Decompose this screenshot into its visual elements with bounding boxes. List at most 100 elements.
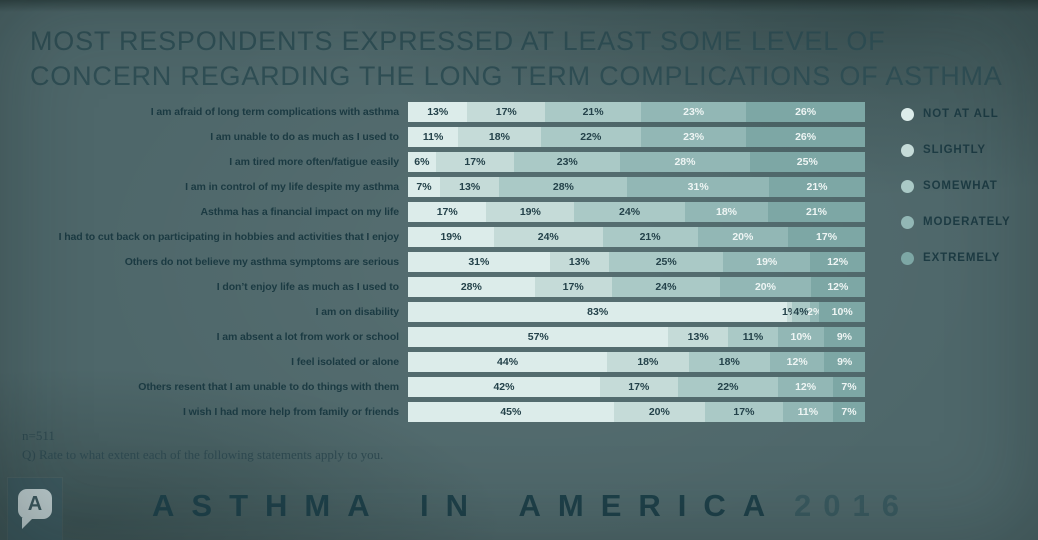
category-label-text: I am unable to do as much as I used to	[210, 131, 399, 143]
segment-value: 31%	[468, 256, 490, 268]
segment-value: 44%	[497, 356, 519, 368]
bar-segment: 4%	[791, 302, 811, 322]
page-title-line-1: MOST RESPONDENTS EXPRESSED AT LEAST SOME…	[30, 26, 886, 56]
category-label: Others do not believe my asthma symptoms…	[0, 252, 408, 272]
segment-value: 12%	[795, 381, 817, 393]
bar-segment: 26%	[746, 102, 865, 122]
segment-value: 83%	[587, 306, 609, 318]
segment-value: 21%	[582, 106, 604, 118]
segment-value: 7%	[841, 406, 857, 418]
bar-segment: 11%	[782, 402, 834, 422]
segment-value: 20%	[648, 406, 670, 418]
segment-value: 17%	[562, 281, 584, 293]
stacked-bar: 28% 17% 24% 20% 12%	[408, 277, 865, 297]
category-label: I am in control of my life despite my as…	[0, 177, 408, 197]
segment-value: 28%	[674, 156, 696, 168]
chart-row: I am in control of my life despite my as…	[0, 177, 870, 197]
legend-swatch-icon	[901, 143, 914, 157]
bar-segment: 12%	[810, 252, 865, 272]
segment-value: 31%	[687, 181, 709, 193]
segment-value: 13%	[459, 181, 481, 193]
bar-segment: 17%	[435, 152, 515, 172]
segment-value: 6%	[414, 156, 430, 168]
bar-segment: 13%	[408, 102, 468, 122]
bar-segment: 2%	[807, 302, 823, 322]
bar-segment: 13%	[549, 252, 610, 272]
bar-segment: 22%	[677, 377, 779, 397]
bar-segment: 31%	[408, 252, 550, 272]
segment-value: 17%	[816, 231, 838, 243]
segment-value: 18%	[637, 356, 659, 368]
bar-segment: 28%	[499, 177, 628, 197]
segment-value: 2%	[807, 306, 823, 318]
bar-segment: 18%	[458, 127, 541, 147]
bar-segment: 26%	[746, 127, 865, 147]
segment-value: 21%	[639, 231, 661, 243]
chart-row: I am afraid of long term complications w…	[0, 102, 870, 122]
legend-item: SLIGHTLY	[901, 143, 1011, 157]
segment-value: 28%	[552, 181, 574, 193]
bar-segment: 18%	[684, 202, 769, 222]
stacked-bar: 11% 18% 22% 23% 26%	[408, 127, 865, 147]
bar-segment: 21%	[768, 202, 865, 222]
category-label-text: Others resent that I am unable to do thi…	[138, 381, 399, 393]
category-label: I don’t enjoy life as much as I used to	[0, 277, 408, 297]
chart-row: I am absent a lot from work or school 57%…	[0, 327, 870, 347]
segment-value: 23%	[683, 106, 705, 118]
bar-segment: 7%	[833, 402, 865, 422]
bar-segment: 17%	[599, 377, 678, 397]
category-label: I am on disability	[0, 302, 408, 322]
legend-swatch-icon	[901, 179, 914, 193]
legend-label: SOMEWHAT	[923, 180, 998, 192]
legend-label: EXTREMELY	[923, 252, 1001, 264]
legend-item: MODERATELY	[901, 215, 1011, 229]
segment-value: 10%	[831, 306, 853, 318]
category-label: I am unable to do as much as I used to	[0, 127, 408, 147]
stacked-bar: 6% 17% 23% 28% 25%	[408, 152, 865, 172]
category-label-text: I am in control of my life despite my as…	[185, 181, 399, 193]
segment-value: 21%	[806, 181, 828, 193]
stacked-bar: 83% 1% 4% 2% 10%	[408, 302, 865, 322]
category-label-text: I feel isolated or alone	[291, 356, 399, 368]
survey-question: Q) Rate to what extent each of the follo…	[22, 447, 384, 462]
segment-value: 7%	[841, 381, 857, 393]
chart-row: I am on disability 83% 1% 4% 2% 10%	[0, 302, 870, 322]
segment-value: 11%	[422, 131, 444, 143]
segment-value: 13%	[687, 331, 709, 343]
bar-segment: 83%	[408, 302, 788, 322]
segment-value: 26%	[795, 131, 817, 143]
segment-value: 23%	[556, 156, 578, 168]
legend-label: NOT AT ALL	[923, 108, 999, 120]
bar-segment: 21%	[602, 227, 698, 247]
bar-segment: 17%	[534, 277, 612, 297]
segment-value: 17%	[733, 406, 755, 418]
segment-value: 22%	[717, 381, 739, 393]
chart-row: I am tired more often/fatigue easily 6% 17…	[0, 152, 870, 172]
segment-value: 18%	[718, 356, 740, 368]
segment-value: 17%	[495, 106, 517, 118]
bar-segment: 25%	[749, 152, 865, 172]
category-label-text: I am on disability	[315, 306, 399, 318]
bar-segment: 17%	[408, 202, 487, 222]
sample-size: n=511	[22, 428, 55, 443]
page-title-line-2: CONCERN REGARDING THE LONG TERM COMPLICA…	[30, 60, 1003, 91]
bar-segment: 12%	[778, 377, 834, 397]
chart-row: I am unable to do as much as I used to 11…	[0, 127, 870, 147]
legend-swatch-icon	[901, 107, 914, 121]
footnotes: n=511 Q) Rate to what extent each of the…	[22, 428, 383, 466]
bar-segment: 42%	[408, 377, 600, 397]
legend-item: SOMEWHAT	[901, 179, 1011, 193]
segment-value: 11%	[742, 331, 764, 343]
bar-segment: 57%	[408, 327, 669, 347]
segment-value: 57%	[527, 331, 549, 343]
segment-value: 22%	[580, 131, 602, 143]
category-label-text: I wish I had more help from family or fr…	[182, 406, 399, 418]
segment-value: 9%	[836, 331, 853, 343]
bar-segment: 19%	[408, 227, 494, 247]
bar-segment: 7%	[408, 177, 440, 197]
segment-value: 42%	[493, 381, 515, 393]
stacked-bar: 13% 17% 21% 23% 26%	[408, 102, 865, 122]
bar-segment: 13%	[439, 177, 500, 197]
page-title: MOST RESPONDENTS EXPRESSED AT LEAST SOME…	[30, 24, 1025, 93]
segment-value: 45%	[500, 406, 522, 418]
